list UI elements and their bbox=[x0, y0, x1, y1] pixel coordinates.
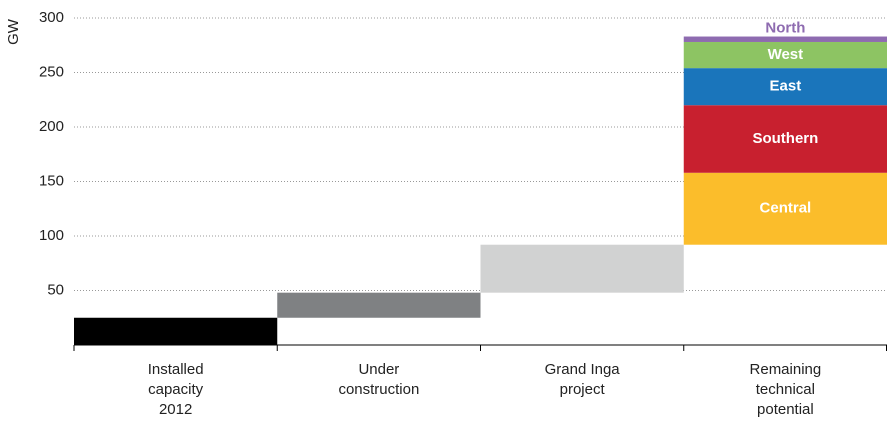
y-tick-label: 300 bbox=[39, 9, 64, 26]
y-tick-label: 50 bbox=[47, 281, 64, 298]
segment-label: Southern bbox=[752, 130, 818, 147]
bar bbox=[480, 244, 684, 293]
x-tick-label: project bbox=[560, 381, 606, 398]
x-tick-label: capacity bbox=[148, 381, 204, 398]
bar bbox=[277, 292, 481, 318]
x-tick-label: potential bbox=[757, 401, 814, 418]
bar-segment bbox=[683, 172, 887, 245]
x-tick-label: construction bbox=[338, 381, 419, 398]
bar-segment bbox=[683, 36, 887, 42]
y-tick-label: 200 bbox=[39, 118, 64, 135]
x-tick-label: Remaining bbox=[750, 361, 822, 378]
y-tick-label: 250 bbox=[39, 63, 64, 80]
segment-label: East bbox=[770, 78, 802, 95]
x-tick-label: 2012 bbox=[159, 401, 192, 418]
x-tick-label: technical bbox=[756, 381, 815, 398]
x-tick-label: Installed bbox=[148, 361, 204, 378]
segment-label: West bbox=[768, 46, 804, 63]
y-tick-label: 100 bbox=[39, 227, 64, 244]
bar-segment bbox=[683, 105, 887, 173]
segment-label: North bbox=[765, 19, 805, 36]
bar bbox=[74, 317, 278, 345]
bar-segment bbox=[683, 41, 887, 69]
x-tick-label: Grand Inga bbox=[545, 361, 621, 378]
bar-segment bbox=[683, 68, 887, 106]
segment-label: Central bbox=[760, 200, 812, 217]
y-tick-label: 150 bbox=[39, 172, 64, 189]
x-tick-label: Under bbox=[358, 361, 399, 378]
y-axis-label: GW bbox=[5, 18, 22, 45]
